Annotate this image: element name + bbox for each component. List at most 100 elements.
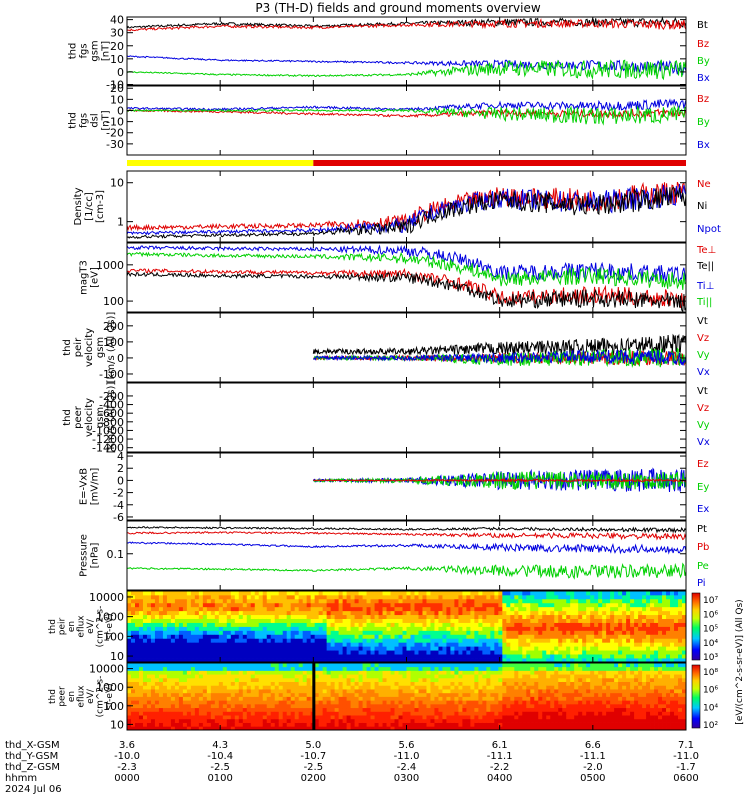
- spectrogram-cell: [386, 618, 391, 623]
- spectrogram-cell: [330, 618, 336, 623]
- spectrogram-cell: [522, 685, 527, 690]
- spectrogram-cell: [530, 650, 535, 655]
- spectrogram-cell: [514, 602, 519, 608]
- spectrogram-cell: [626, 610, 631, 616]
- spectrogram-cell: [482, 591, 487, 596]
- spectrogram-cell: [222, 594, 228, 600]
- spectrogram-cell: [130, 610, 136, 616]
- spectrogram-cell: [438, 670, 443, 675]
- spectrogram-cell: [294, 722, 300, 727]
- spectrogram-cell: [410, 658, 415, 663]
- spectrogram-cell: [426, 634, 431, 639]
- spectrogram-cell: [338, 594, 344, 600]
- spectrogram-cell: [298, 718, 304, 723]
- spectrogram-cell: [470, 711, 475, 716]
- spectrogram-cell: [666, 622, 671, 627]
- spectrogram-cell: [338, 718, 344, 723]
- spectrogram-cell: [302, 722, 308, 727]
- spectrogram-cell: [170, 692, 176, 697]
- spectrogram-cell: [222, 692, 228, 697]
- spectrogram-cell: [326, 654, 332, 659]
- spectrogram-cell: [202, 606, 208, 612]
- spectrogram-cell: [518, 618, 523, 623]
- spectrogram-cell: [362, 650, 367, 655]
- legend-bx: Bx: [697, 73, 710, 84]
- spectrogram-cell: [374, 685, 379, 690]
- spectrogram-cell: [282, 689, 288, 694]
- spectrogram-cell: [170, 685, 176, 690]
- spectrogram-cell: [306, 646, 312, 651]
- spectrogram-cell: [374, 670, 379, 675]
- spectrogram-cell: [654, 598, 659, 604]
- spectrogram-cell: [430, 677, 435, 683]
- spectrogram-cell: [198, 696, 204, 701]
- spectrogram-cell: [570, 703, 575, 709]
- spectrogram-cell: [554, 663, 559, 668]
- spectrogram-cell: [574, 598, 579, 604]
- spectrogram-cell: [290, 700, 296, 705]
- spectrogram-cell: [538, 634, 543, 639]
- spectrogram-cell: [626, 626, 631, 631]
- spectrogram-cell: [198, 646, 204, 651]
- spectrogram-cell: [358, 674, 363, 679]
- spectrogram-cell: [294, 703, 300, 709]
- spectrogram-cell: [350, 658, 355, 663]
- spectrogram-cell: [430, 638, 435, 643]
- spectrogram-cell: [138, 614, 144, 620]
- spectrogram-cell: [127, 618, 132, 623]
- spectrogram-cell: [154, 696, 160, 701]
- spectrogram-cell: [166, 677, 172, 683]
- spectrogram-cell: [674, 638, 679, 643]
- spectrogram-cell: [478, 718, 483, 723]
- spectrogram-cell: [426, 670, 431, 675]
- spectrogram-cell: [182, 711, 188, 716]
- spectrogram-cell: [662, 622, 667, 627]
- spectrogram-cell: [606, 646, 611, 651]
- series-density-ni: [126, 186, 687, 240]
- spectrogram-cell: [622, 638, 627, 643]
- spectrogram-cell: [502, 663, 507, 668]
- spectrogram-cell: [478, 722, 483, 727]
- spectrogram-cell: [266, 622, 272, 627]
- spectrogram-cell: [190, 614, 196, 620]
- spectrogram-cell: [374, 610, 379, 616]
- spectrogram-cell: [174, 692, 180, 697]
- spectrogram-cell: [526, 722, 531, 727]
- spectrogram-cell: [374, 689, 379, 694]
- spectrogram-cell: [574, 638, 579, 643]
- spectrogram-cell: [562, 663, 567, 668]
- spectrogram-cell: [630, 642, 635, 647]
- spectrogram-cell: [470, 654, 475, 659]
- spectrogram-cell: [590, 650, 595, 655]
- spectrogram-cell: [242, 598, 248, 604]
- spectrogram-cell: [142, 658, 148, 663]
- spectrogram-cell: [370, 703, 375, 709]
- spectrogram-cell: [150, 715, 156, 720]
- spectrogram-cell: [130, 626, 136, 631]
- spectrogram-cell: [214, 703, 220, 709]
- y-tick-label: -1000: [92, 424, 124, 437]
- spectrogram-cell: [542, 646, 547, 651]
- spectrogram-cell: [418, 666, 423, 671]
- spectrogram-cell: [170, 677, 176, 683]
- spectrogram-cell: [614, 618, 619, 623]
- spectrogram-cell: [486, 654, 491, 659]
- spectrogram-cell: [318, 726, 324, 731]
- spectrogram-cell: [146, 598, 152, 604]
- spectrogram-cell: [654, 646, 659, 651]
- spectrogram-cell: [438, 602, 443, 608]
- spectrogram-cell: [574, 654, 579, 659]
- spectrogram-cell: [286, 602, 292, 608]
- spectrogram-cell: [490, 646, 495, 651]
- spectrogram-cell: [434, 658, 439, 663]
- spectrogram-cell: [386, 715, 391, 720]
- spectrogram-cell: [182, 602, 188, 608]
- spectrogram-cell: [314, 642, 320, 647]
- spectrogram-cell: [370, 654, 375, 659]
- spectrogram-cell: [402, 594, 407, 600]
- spectrogram-cell: [190, 626, 196, 631]
- spectrogram-cell: [454, 700, 459, 705]
- spectrogram-cell: [382, 618, 387, 623]
- spectrogram-cell: [178, 718, 184, 723]
- spectrogram-cell: [358, 726, 363, 731]
